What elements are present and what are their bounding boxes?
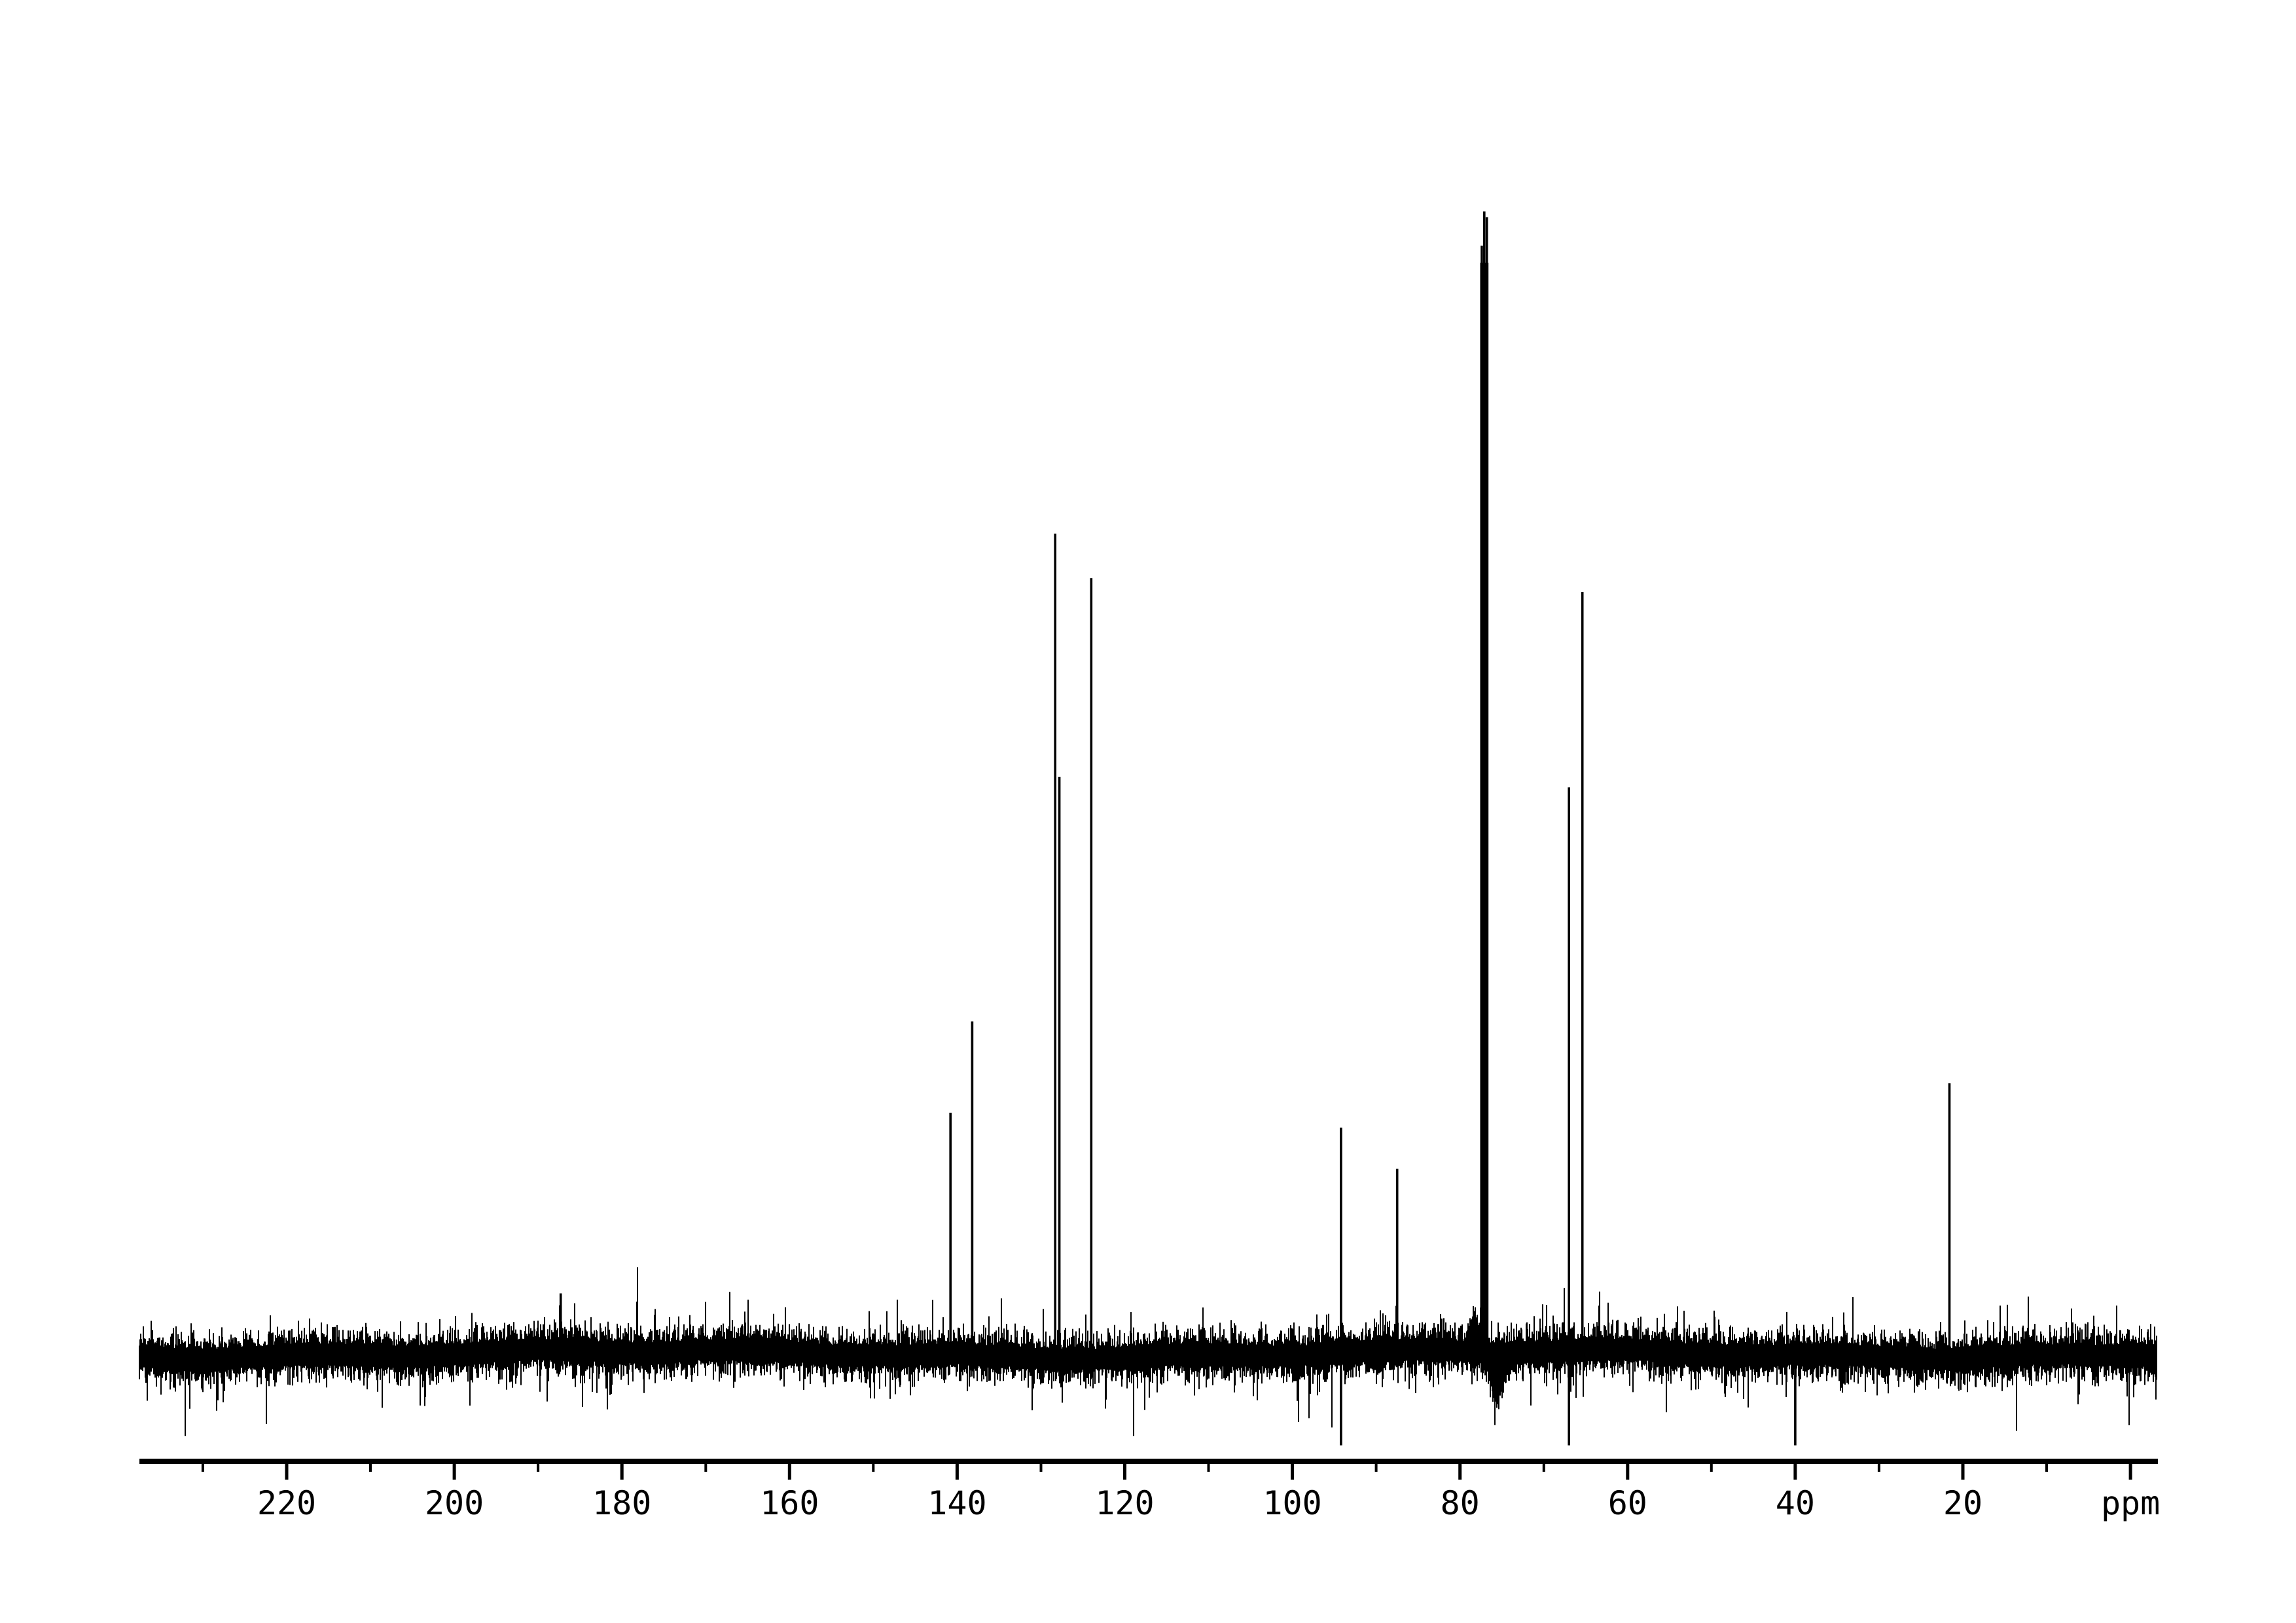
x-axis-unit-label: ppm [2101,1484,2160,1522]
x-axis [139,1459,2158,1480]
baseline-noise-trace [139,1267,2157,1436]
x-axis-labels: 220 200 180 160 140 120 100 80 60 40 20 ppm [257,1484,2160,1522]
peak-lines [559,211,1951,1446]
x-axis-tick-label: 160 [760,1484,819,1522]
x-axis-tick-label: 220 [257,1484,316,1522]
x-axis-tick-label: 140 [927,1484,986,1522]
noise-path [139,1267,2157,1436]
x-axis-tick-label: 200 [425,1484,484,1522]
x-axis-tick-label: 100 [1263,1484,1321,1522]
x-axis-tick-label: 80 [1441,1484,1480,1522]
x-axis-tick-label: 60 [1608,1484,1647,1522]
x-axis-tick-label: 180 [592,1484,651,1522]
x-axis-tick-label: 120 [1095,1484,1154,1522]
x-axis-tick-label: 40 [1776,1484,1815,1522]
x-axis-tick-label: 20 [1943,1484,1982,1522]
